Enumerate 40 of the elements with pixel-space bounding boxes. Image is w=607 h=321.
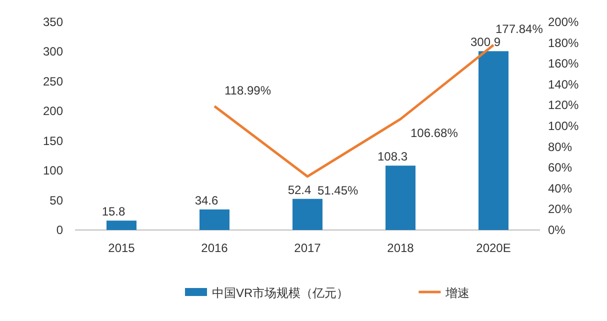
- y2-tick-label: 80%: [548, 140, 572, 154]
- bar: [200, 209, 230, 230]
- y2-tick-label: 180%: [548, 36, 580, 50]
- data-label: 108.3: [377, 150, 408, 164]
- y-tick-label: 50: [50, 193, 64, 208]
- data-label: 106.68%: [410, 126, 458, 140]
- bar: [292, 198, 322, 230]
- bar: [386, 166, 416, 230]
- y-tick-label: 0: [56, 223, 64, 237]
- y-tick-label: 100: [42, 164, 64, 178]
- bar: [106, 220, 136, 230]
- y-tick-label: 300: [42, 44, 64, 59]
- y-tick-label: 350: [42, 15, 64, 29]
- y2-tick-label: 140%: [548, 77, 580, 92]
- data-label: 51.45%: [318, 183, 359, 198]
- y2-tick-label: 160%: [548, 56, 580, 71]
- data-label: 34.6: [194, 193, 218, 208]
- data-label: 300.9: [470, 35, 501, 50]
- data-label: 177.84%: [496, 22, 544, 36]
- data-label: 52.4: [288, 182, 312, 197]
- x-tick-label: 2018: [387, 241, 414, 255]
- legend-label: 中国VR市场规模（亿元）: [212, 286, 349, 300]
- y2-tick-label: 200%: [548, 15, 580, 29]
- x-tick-label: 2017: [294, 241, 322, 255]
- bar: [478, 51, 508, 230]
- y2-tick-label: 120%: [548, 98, 580, 112]
- y-tick-label: 200: [42, 104, 64, 118]
- x-tick-label: 2016: [201, 241, 228, 255]
- y2-tick-label: 40%: [548, 181, 572, 196]
- y-tick-label: 150: [42, 134, 64, 148]
- x-tick-label: 2020E: [476, 241, 511, 255]
- data-label: 118.99%: [224, 83, 272, 98]
- data-label: 15.8: [102, 204, 126, 219]
- y2-tick-label: 0%: [548, 223, 566, 237]
- x-tick-label: 2015: [108, 241, 136, 255]
- y-tick-label: 250: [42, 74, 64, 88]
- legend-label: 增速: [444, 286, 470, 300]
- y2-tick-label: 100%: [548, 119, 580, 133]
- y2-tick-label: 60%: [548, 160, 572, 175]
- y2-tick-label: 20%: [548, 202, 572, 216]
